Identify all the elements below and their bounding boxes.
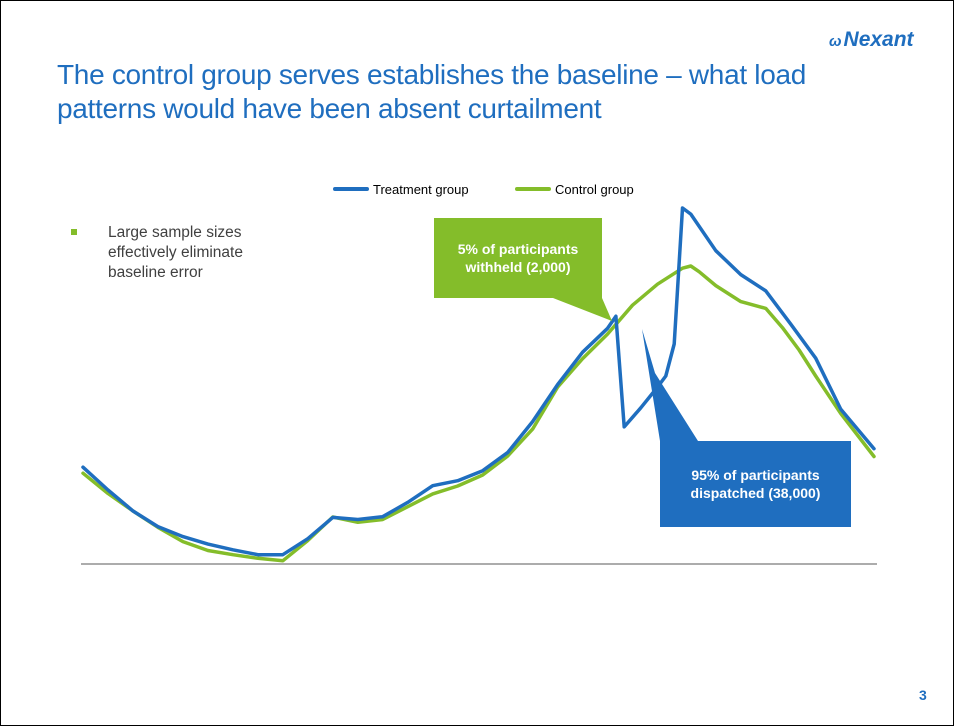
series-layer: [81, 206, 876, 563]
callout-control-pointer: [553, 298, 612, 321]
nexant-logo-mark-icon: ω: [829, 33, 842, 50]
slide-title: The control group serves establishes the…: [57, 59, 807, 124]
callout-control-group: 5% of participants withheld (2,000): [434, 218, 602, 298]
bullet-text: Large sample sizes effectively eliminate…: [108, 224, 243, 281]
nexant-logo: ωNexant: [829, 28, 914, 52]
bullet-square-icon: [71, 229, 77, 235]
legend-control-label: Control group: [555, 182, 634, 197]
page-number: 3: [919, 687, 927, 703]
callout-treatment-group: 95% of participants dispatched (38,000): [660, 441, 851, 527]
chart-legend: Treatment group Control group: [333, 182, 634, 197]
legend-treatment-label: Treatment group: [373, 182, 469, 197]
treatment-group-line: [81, 206, 876, 557]
nexant-logo-text: Nexant: [843, 28, 914, 51]
callout-treatment-pointer: [642, 329, 698, 441]
control-group-line: [81, 264, 876, 563]
bullet-point: Large sample sizes effectively eliminate…: [71, 223, 301, 283]
